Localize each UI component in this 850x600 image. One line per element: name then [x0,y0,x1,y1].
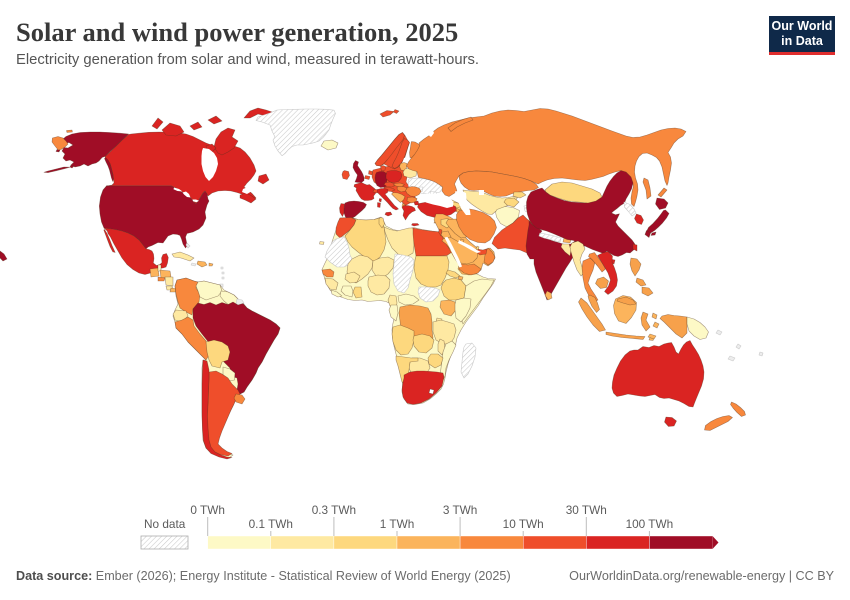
svg-text:1 TWh: 1 TWh [380,517,415,531]
svg-text:100 TWh: 100 TWh [626,517,674,531]
svg-text:0.1 TWh: 0.1 TWh [249,517,293,531]
svg-text:10 TWh: 10 TWh [503,517,544,531]
svg-text:0.3 TWh: 0.3 TWh [312,503,356,517]
svg-text:0 TWh: 0 TWh [190,503,225,517]
svg-text:30 TWh: 30 TWh [566,503,607,517]
svg-text:No data: No data [144,517,186,531]
svg-text:3 TWh: 3 TWh [443,503,478,517]
